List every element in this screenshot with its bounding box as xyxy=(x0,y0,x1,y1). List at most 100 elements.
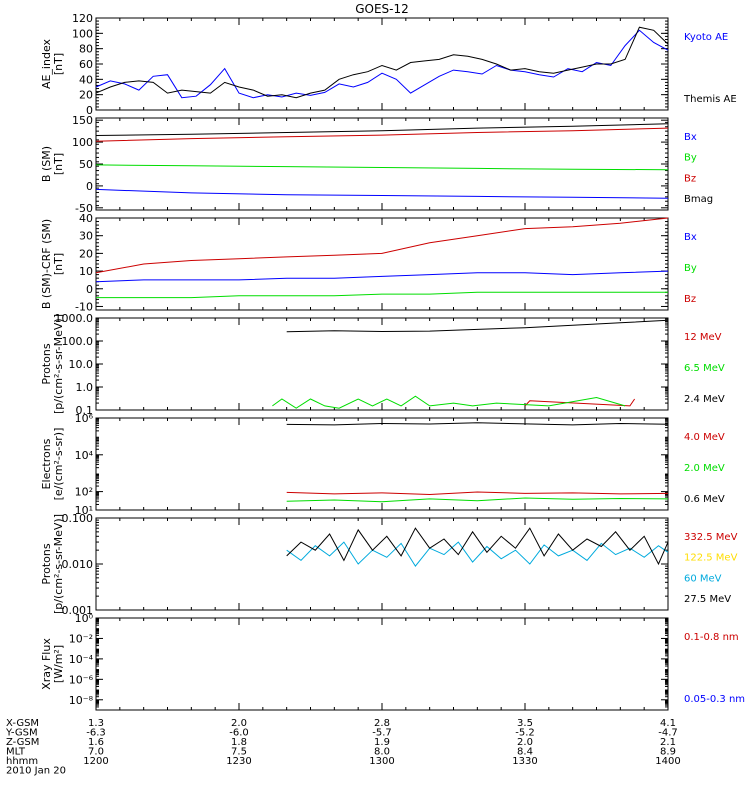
date-label: 2010 Jan 20 xyxy=(6,766,66,777)
x-tick-label: 1.8 xyxy=(231,737,247,748)
legend-entry: 4.0 MeV xyxy=(684,432,725,443)
x-tick-label: 2.8 xyxy=(374,718,390,729)
x-tick-label: 7.0 xyxy=(88,747,104,758)
series-line-bcrf-2 xyxy=(95,217,669,274)
legend-entry: Bz xyxy=(684,294,696,305)
y-tick-label: -50 xyxy=(75,202,93,215)
y-axis-label: B (SM)-CRF (SM) xyxy=(40,219,53,309)
panel-bcrf xyxy=(95,217,669,311)
y-tick-label: 0 xyxy=(86,104,93,117)
y-tick-label: 40 xyxy=(79,73,93,86)
panel-frame xyxy=(95,417,669,511)
x-tick-label: 8.4 xyxy=(517,747,533,758)
panel-protons1 xyxy=(95,317,669,411)
series-line-protons2-2 xyxy=(286,541,669,567)
x-tick-label: 3.5 xyxy=(517,718,533,729)
x-tick-label: 8.0 xyxy=(374,747,390,758)
panel-bsm xyxy=(95,117,669,211)
y-tick-label: 120 xyxy=(72,12,93,25)
y-tick-label: 10⁰ xyxy=(75,612,94,625)
legend-entry: Themis AE xyxy=(683,94,737,105)
x-tick-label: 8.9 xyxy=(660,747,676,758)
y-tick-label: 10⁻⁸ xyxy=(69,694,94,707)
y-tick-label: 0 xyxy=(86,283,93,296)
panel-frame xyxy=(95,617,669,711)
y-tick-label: 10⁶ xyxy=(75,412,94,425)
y-tick-label: 10¹ xyxy=(75,504,93,517)
series-line-protons2-3 xyxy=(286,527,669,566)
x-row-label: hhmm xyxy=(6,756,38,767)
series-line-protons1-0 xyxy=(524,398,636,407)
series-line-bsm-2 xyxy=(95,127,669,142)
x-tick-label: 1.6 xyxy=(88,737,104,748)
series-line-protons1-2 xyxy=(286,319,669,333)
series-line-bsm-0 xyxy=(95,188,669,199)
y-tick-label: 10⁴ xyxy=(75,449,94,462)
y-tick-label: 10² xyxy=(75,486,93,499)
y-tick-label: 0.100 xyxy=(62,512,94,525)
y-tick-label: 0 xyxy=(86,180,93,193)
y-axis-label: Xray Flux xyxy=(40,638,53,690)
y-tick-label: 1.0 xyxy=(76,381,94,394)
y-axis-label: Protons xyxy=(40,543,53,584)
y-axis-label: [nT] xyxy=(52,153,65,175)
x-row-label: X-GSM xyxy=(6,718,39,729)
legend-entry: 0.6 MeV xyxy=(684,494,725,505)
legend-entry: 27.5 MeV xyxy=(684,594,731,605)
series-line-bsm-3 xyxy=(95,123,669,136)
y-tick-label: 80 xyxy=(79,43,93,56)
x-tick-label: -6.0 xyxy=(229,728,249,739)
x-tick-label: 1.3 xyxy=(88,718,104,729)
x-row-label: MLT xyxy=(6,747,26,758)
y-axis-label: [nT] xyxy=(52,53,65,75)
y-axis-label: AE_index xyxy=(40,38,53,89)
y-tick-label: 50 xyxy=(79,158,93,171)
y-tick-label: 20 xyxy=(79,247,93,260)
x-tick-label: 2.0 xyxy=(231,718,247,729)
x-tick-label: -5.7 xyxy=(372,728,392,739)
series-line-bcrf-0 xyxy=(95,270,669,283)
legend-entry: 12 MeV xyxy=(684,332,722,343)
series-line-protons1-1 xyxy=(272,395,626,409)
legend-entry: By xyxy=(684,153,697,164)
x-tick-label: 1.9 xyxy=(374,737,390,748)
series-line-ae-1 xyxy=(95,26,669,99)
y-tick-label: 150 xyxy=(72,114,93,127)
legend-entry: Bmag xyxy=(684,194,713,205)
x-tick-label: 4.1 xyxy=(660,718,676,729)
x-tick-label: 1400 xyxy=(655,756,680,767)
y-axis-label: [W/m²] xyxy=(52,645,65,683)
legend-entry: 6.5 MeV xyxy=(684,363,725,374)
x-tick-label: 7.5 xyxy=(231,747,247,758)
legend-entry: 0.1-0.8 nm xyxy=(684,632,739,643)
series-line-ae-0 xyxy=(95,29,669,99)
y-tick-label: 100 xyxy=(72,136,93,149)
series-line-electrons-0 xyxy=(286,491,669,496)
legend-entry: By xyxy=(684,263,697,274)
panel-electrons xyxy=(95,417,669,511)
y-axis-label: Electrons xyxy=(40,438,53,489)
y-tick-label: 10.0 xyxy=(69,358,94,371)
legend-entry: 2.0 MeV xyxy=(684,463,725,474)
series-line-bsm-1 xyxy=(95,164,669,171)
x-tick-label: -4.7 xyxy=(658,728,678,739)
y-tick-label: 10⁻⁴ xyxy=(69,653,94,666)
panel-frame xyxy=(95,217,669,311)
legend-entry: Kyoto AE xyxy=(684,32,728,43)
panel-protons2 xyxy=(95,517,669,611)
x-row-label: Z-GSM xyxy=(6,737,39,748)
y-axis-label: [p/(cm²-s-sr-MeV)] xyxy=(52,314,65,414)
y-axis-label: [nT] xyxy=(52,253,65,275)
x-tick-label: -6.3 xyxy=(86,728,106,739)
legend-entry: Bz xyxy=(684,173,696,184)
y-axis-label: B (SM) xyxy=(40,146,53,182)
series-line-bcrf-1 xyxy=(96,291,668,299)
y-tick-label: 40 xyxy=(79,212,93,225)
y-tick-label: 100.0 xyxy=(62,335,94,348)
x-tick-label: 2.1 xyxy=(660,737,676,748)
legend-entry: Bx xyxy=(684,132,697,143)
legend-entry: 0.05-0.3 nm xyxy=(684,694,745,705)
y-tick-label: -10 xyxy=(75,300,93,313)
y-tick-label: 1000.0 xyxy=(55,312,94,325)
